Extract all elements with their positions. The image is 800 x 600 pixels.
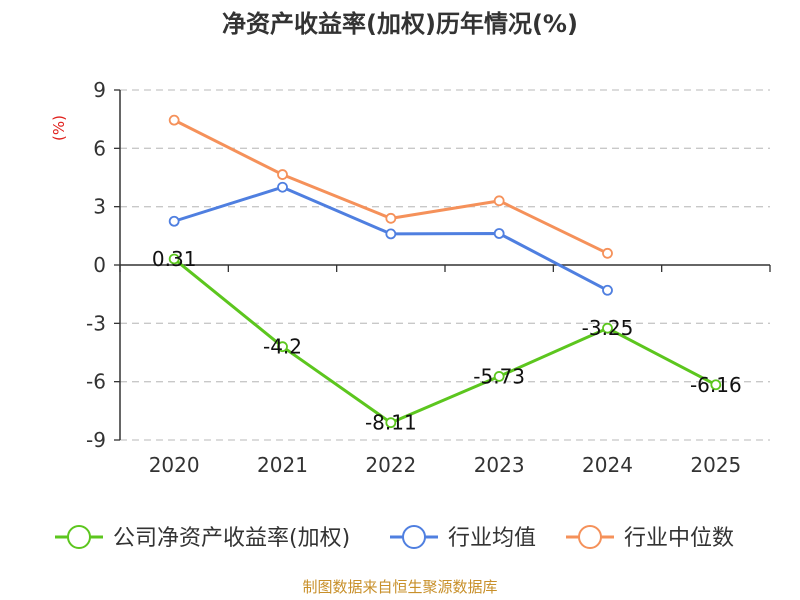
legend-label: 行业均值 [448,526,536,551]
data-point [385,228,397,240]
y-tick-label: -9 [86,428,106,452]
x-tick-label: 2020 [149,453,200,477]
data-point [385,417,397,429]
axes [114,89,771,441]
y-tick-label: 0 [93,253,106,277]
data-label: -4.2 [263,335,302,359]
data-point [385,212,397,224]
data-point [493,228,505,239]
data-point [602,284,613,296]
x-tick-label: 2024 [582,453,633,477]
data-point [277,169,288,180]
data-label: 0.31 [152,247,197,271]
data-label: -8.11 [365,411,417,435]
legend-item-0: 公司净资产收益率(加权) [55,525,350,551]
data-point [277,341,288,353]
y-tick-label: -6 [86,370,106,394]
x-tick-label: 2022 [365,453,416,477]
data-point [168,215,180,227]
legend: 公司净资产收益率(加权) 行业均值 行业中位数 [55,525,734,551]
legend-label: 公司净资产收益率(加权) [113,526,350,551]
data-point [168,114,180,126]
data-label: -5.73 [473,364,525,388]
data-point [602,247,613,259]
legend-item-1: 行业均值 [390,525,536,551]
chart-title: 净资产收益率(加权)历年情况(%) [222,10,578,38]
series-2 [168,114,613,259]
source-note: 制图数据来自恒生聚源数据库 [302,578,497,596]
y-axis-unit-label: (%) [50,115,68,141]
series-line [173,257,717,425]
y-tick-label: 9 [93,78,106,102]
x-tick-label: 2025 [690,453,741,477]
data-point [602,322,613,334]
data-label: -3.25 [582,316,634,340]
data-point [710,379,722,391]
series-1 [168,181,613,296]
y-axis-tick-labels: 9 6 3 0 -3 -6 -9 [86,78,106,452]
x-tick-label: 2021 [257,453,308,477]
series-layer [168,114,722,429]
x-axis-tick-labels: 2020 2021 2022 2023 2024 2025 [149,453,742,477]
y-tick-label: 3 [93,195,106,219]
data-labels: 0.31 -4.2 -8.11 -5.73 -3.25 -6.16 [152,247,742,435]
data-point [277,181,288,193]
x-tick-label: 2023 [474,453,525,477]
data-point [493,195,505,207]
legend-marker [402,525,426,549]
legend-marker [578,525,602,549]
data-label: -6.16 [690,373,742,397]
y-tick-label: -3 [86,311,106,335]
legend-marker [67,525,91,549]
legend-item-2: 行业中位数 [566,525,734,551]
legend-label: 行业中位数 [624,526,734,551]
y-tick-label: 6 [93,136,106,160]
series-0 [168,253,722,429]
data-point [493,371,505,382]
data-point [168,253,180,265]
